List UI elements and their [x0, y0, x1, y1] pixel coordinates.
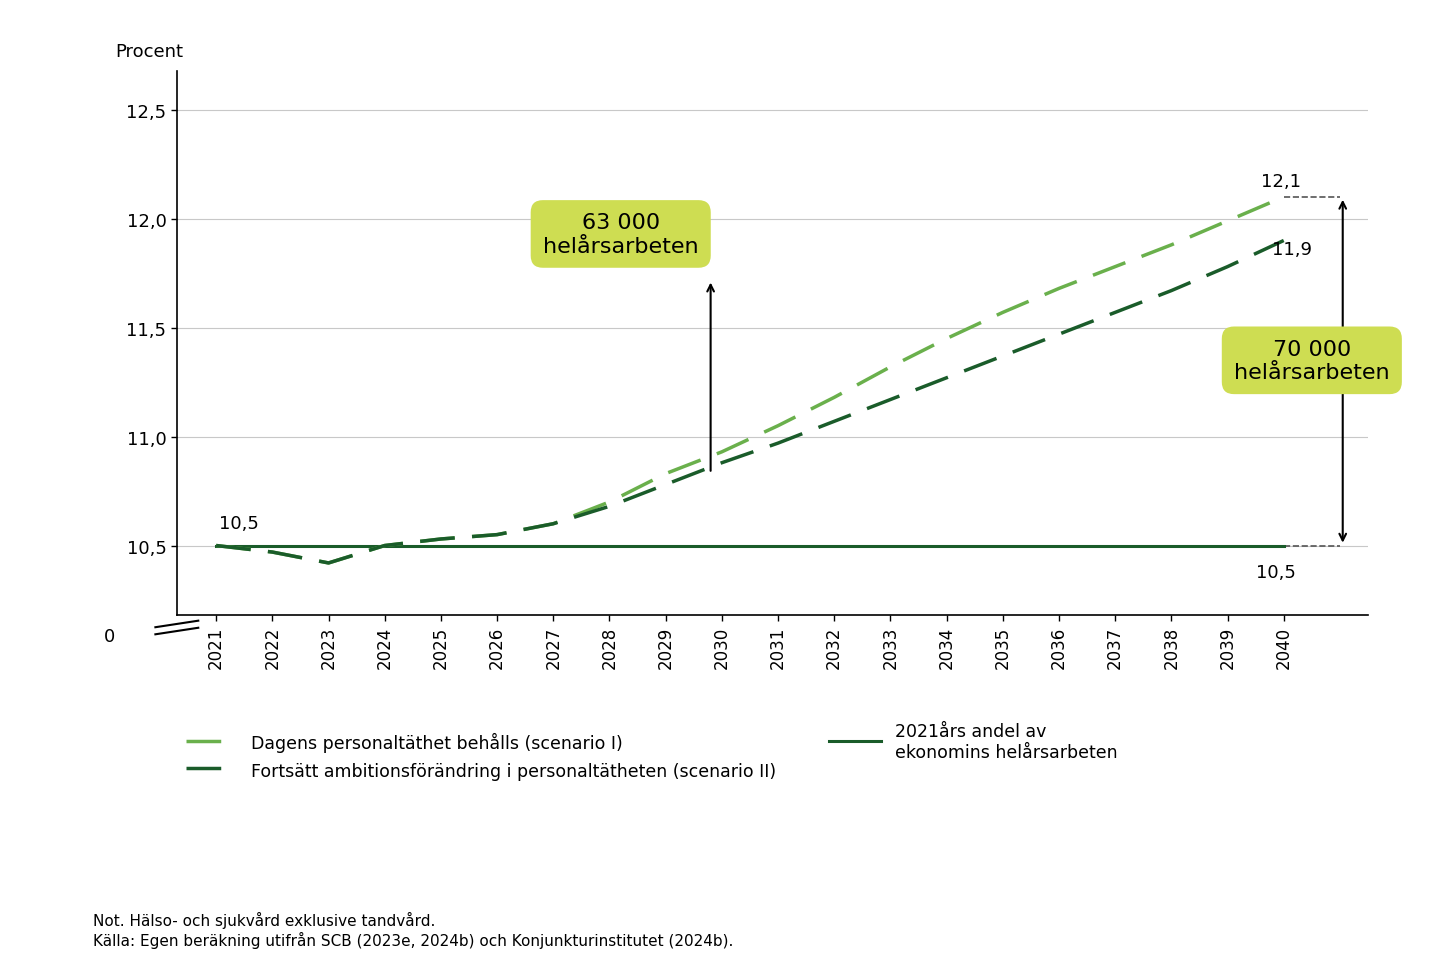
Text: 11,9: 11,9 [1273, 241, 1313, 259]
Text: 63 000
helårsarbeten: 63 000 helårsarbeten [543, 213, 698, 256]
Text: Not. Hälso- och sjukvård exklusive tandvård.
Källa: Egen beräkning utifrån SCB (: Not. Hälso- och sjukvård exklusive tandv… [93, 911, 734, 948]
Text: 12,1: 12,1 [1261, 173, 1301, 192]
Text: Procent: Procent [114, 43, 183, 61]
Text: 70 000
helårsarbeten: 70 000 helårsarbeten [1234, 339, 1390, 382]
Legend: Dagens personaltäthet behålls (scenario I), Fortsätt ambitionsförändring i perso: Dagens personaltäthet behålls (scenario … [186, 722, 1117, 780]
Text: 10,5: 10,5 [219, 515, 259, 533]
Text: 10,5: 10,5 [1256, 563, 1296, 581]
Text: 0: 0 [103, 627, 114, 645]
